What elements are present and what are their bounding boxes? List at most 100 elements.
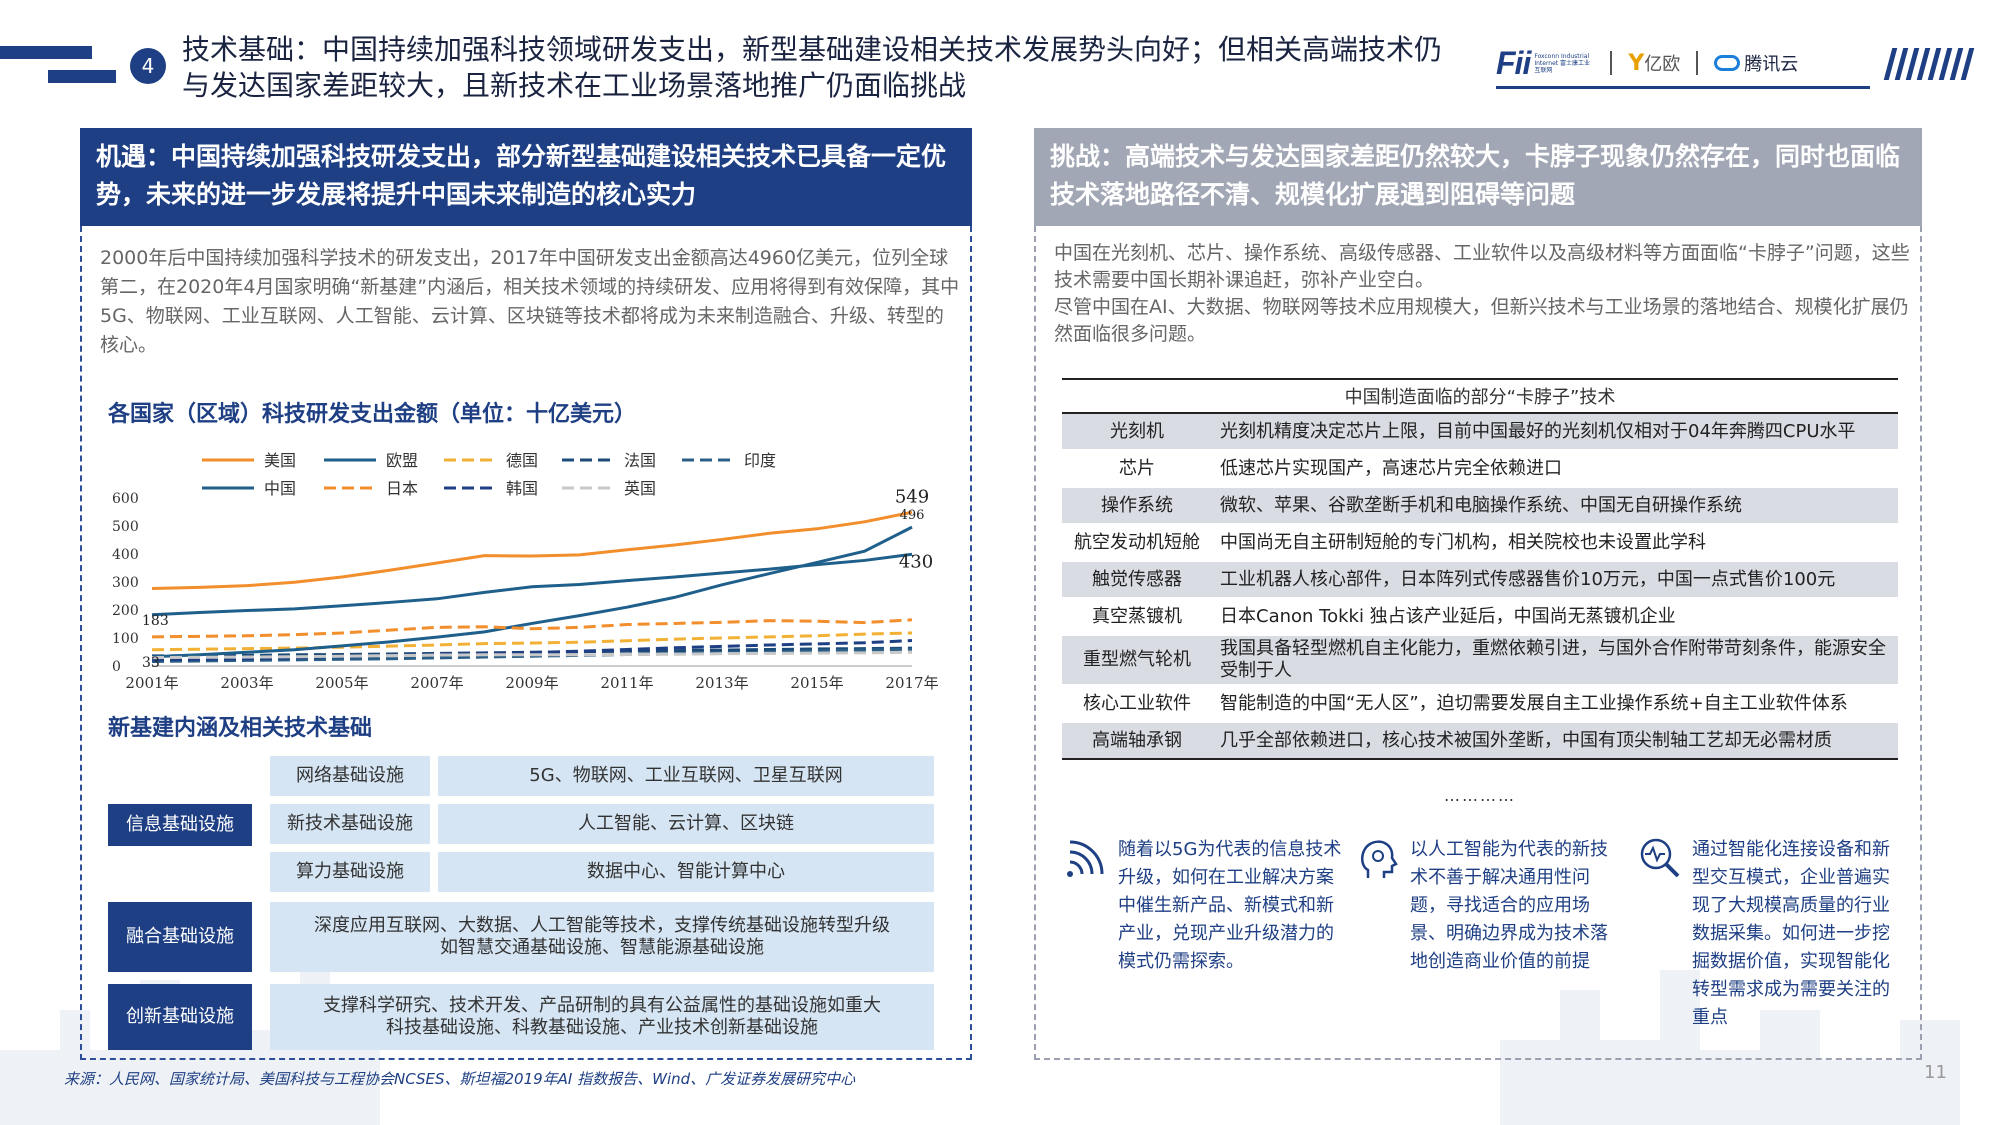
table-row: 触觉传感器 工业机器人核心部件，日本阵列式传感器售价10万元，中国一点式售价100… xyxy=(1062,561,1898,599)
infra-title: 新基建内涵及相关技术基础 xyxy=(108,716,373,741)
legend-label: 德国 xyxy=(506,451,538,470)
insight-item: 通过智能化连接设备和新型交互模式，企业普遍实现了大规模高质量的行业数据采集。如何… xyxy=(1636,836,1896,1032)
y-tick-label: 300 xyxy=(112,575,139,591)
infra-item-desc: 数据中心、智能计算中心 xyxy=(438,852,934,892)
legend-label: 美国 xyxy=(264,451,296,470)
yiou-logo-text: 亿欧 xyxy=(1644,54,1681,75)
legend-label: 韩国 xyxy=(506,479,538,498)
x-tick-label: 2015年 xyxy=(790,674,843,692)
series-line xyxy=(151,631,913,652)
x-tick-label: 2013年 xyxy=(695,674,748,692)
tech-desc: 中国尚无自主研制短舱的专门机构，相关院校也未设置此学科 xyxy=(1212,524,1898,562)
table-row: 高端轴承钢 几乎全部依赖进口，核心技术被国外垄断，中国有顶尖制轴工艺却无必需材质 xyxy=(1062,722,1898,760)
series-line xyxy=(151,525,913,659)
infra-item-name: 新技术基础设施 xyxy=(270,804,430,844)
y-tick-label: 400 xyxy=(112,547,139,563)
tech-desc: 低速芯片实现国产，高速芯片完全依赖进口 xyxy=(1212,450,1898,488)
tech-desc: 智能制造的中国“无人区”，迫切需要发展自主工业操作系统+自主工业软件体系 xyxy=(1212,685,1898,723)
infra-item-desc: 人工智能、云计算、区块链 xyxy=(438,804,934,844)
table-ellipsis: ………… xyxy=(1444,786,1516,805)
series-line xyxy=(151,618,913,639)
legend-label: 印度 xyxy=(744,451,776,470)
tech-name: 光刻机 xyxy=(1062,413,1212,451)
y-tick-label: 100 xyxy=(112,631,139,647)
table-row: 芯片 低速芯片实现国产，高速芯片完全依赖进口 xyxy=(1062,450,1898,488)
x-tick-label: 2007年 xyxy=(410,674,463,692)
table-row: 航空发动机短舱 中国尚无自主研制短舱的专门机构，相关院校也未设置此学科 xyxy=(1062,524,1898,562)
x-tick-label: 2001年 xyxy=(125,674,178,692)
tech-name: 真空蒸镀机 xyxy=(1062,598,1212,636)
legend-label: 法国 xyxy=(624,451,656,470)
opportunity-panel: 机遇：中国持续加强科技研发支出，部分新型基础建设相关技术已具备一定优势，未来的进… xyxy=(80,128,972,1060)
legend-label: 中国 xyxy=(264,479,296,498)
infra-item-name: 算力基础设施 xyxy=(270,852,430,892)
table-row: 重型燃气轮机 我国具备轻型燃机自主化能力，重燃依赖引进，与国外合作附带苛刻条件，能… xyxy=(1062,635,1898,686)
data-label: 430 xyxy=(899,552,933,573)
opportunity-intro-text: 2000年后中国持续加强科学技术的研发支出，2017年中国研发支出金额高达496… xyxy=(100,247,960,356)
tech-name: 重型燃气轮机 xyxy=(1062,635,1212,686)
challenge-intro-text: 中国在光刻机、芯片、操作系统、高级传感器、工业软件以及高级材料等方面面临“卡脖子… xyxy=(1054,240,1910,348)
data-label: 33 xyxy=(142,655,160,671)
foxconn-logo: Fii Foxconn Industrial Internet 富士康工业互联网 xyxy=(1496,45,1594,82)
y-tick-label: 0 xyxy=(112,659,121,675)
challenge-heading: 挑战：高端技术与发达国家差距仍然较大，卡脖子现象仍然存在，同时也面临技术落地路径… xyxy=(1034,128,1922,226)
decorative-stripes xyxy=(1883,48,1988,80)
x-tick-label: 2009年 xyxy=(505,674,558,692)
x-tick-label: 2005年 xyxy=(315,674,368,692)
tech-name: 航空发动机短舱 xyxy=(1062,524,1212,562)
cloud-icon xyxy=(1714,55,1741,71)
opportunity-heading: 机遇：中国持续加强科技研发支出，部分新型基础建设相关技术已具备一定优势，未来的进… xyxy=(80,128,972,226)
tech-desc: 微软、苹果、谷歌垄断手机和电脑操作系统、中国无自研操作系统 xyxy=(1212,487,1898,525)
series-line xyxy=(151,510,913,590)
infra-category-fusion: 融合基础设施 xyxy=(108,902,252,972)
source-note: 来源：人民网、国家统计局、美国科技与工程协会NCSES、斯坦福2019年AI 指… xyxy=(64,1070,856,1088)
infra-item-name: 网络基础设施 xyxy=(270,756,430,796)
insight-text: 以人工智能为代表的新技术不善于解决通用性问题，寻找适合的应用场景、明确边界成为技… xyxy=(1410,839,1608,972)
data-label: 549 xyxy=(895,486,929,507)
header-accent-bar xyxy=(48,70,116,83)
table-row: 真空蒸镀机 日本Canon Tokki 独占该产业延后，中国尚无蒸镀机企业 xyxy=(1062,598,1898,636)
infra-category-innovation: 创新基础设施 xyxy=(108,984,252,1050)
yiou-logo: Y亿欧 xyxy=(1628,51,1681,76)
challenge-panel: 挑战：高端技术与发达国家差距仍然较大，卡脖子现象仍然存在，同时也面临技术落地路径… xyxy=(1034,128,1922,1060)
section-number-badge: 4 xyxy=(130,48,166,84)
legend-label: 日本 xyxy=(386,479,418,498)
table-row: 操作系统 微软、苹果、谷歌垄断手机和电脑操作系统、中国无自研操作系统 xyxy=(1062,487,1898,525)
y-tick-label: 500 xyxy=(112,519,139,535)
insight-item: 随着以5G为代表的信息技术升级，如何在工业解决方案中催生新产品、新模式和新产业，… xyxy=(1062,836,1342,976)
wireless-signal-icon xyxy=(1067,840,1104,877)
tech-name: 高端轴承钢 xyxy=(1062,722,1212,760)
partner-logos: Fii Foxconn Industrial Internet 富士康工业互联网… xyxy=(1496,40,1870,86)
tech-desc: 光刻机精度决定芯片上限，目前中国最好的光刻机仅相对于04年奔腾四CPU水平 xyxy=(1212,413,1898,451)
tencent-cloud-logo: 腾讯云 xyxy=(1714,50,1798,76)
tech-name: 芯片 xyxy=(1062,450,1212,488)
x-tick-label: 2017年 xyxy=(885,674,938,692)
challenge-body: 中国在光刻机、芯片、操作系统、高级传感器、工业软件以及高级材料等方面面临“卡脖子… xyxy=(1034,226,1922,1060)
series-line xyxy=(151,552,913,617)
data-analysis-icon xyxy=(1640,838,1680,878)
opportunity-body: 2000年后中国持续加强科学技术的研发支出，2017年中国研发支出金额高达496… xyxy=(80,226,972,1060)
series-line xyxy=(151,650,913,660)
legend-label: 英国 xyxy=(624,479,656,498)
tech-desc: 工业机器人核心部件，日本阵列式传感器售价10万元，中国一点式售价100元 xyxy=(1212,561,1898,599)
data-label: 183 xyxy=(142,613,169,629)
city-skyline-background xyxy=(0,960,1960,1125)
tencent-cloud-logo-text: 腾讯云 xyxy=(1744,54,1799,75)
table-row: 核心工业软件 智能制造的中国“无人区”，迫切需要发展自主工业操作系统+自主工业软件… xyxy=(1062,685,1898,723)
infra-innovation-desc: 支撑科学研究、技术开发、产品研制的具有公益属性的基础设施如重大科技基础设施、科教… xyxy=(270,984,934,1050)
header-accent-bar xyxy=(0,46,92,59)
challenge-intro-paragraph: 尽管中国在AI、大数据、物联网等技术应用规模大，但新兴技术与工业场景的落地结合、… xyxy=(1054,296,1909,345)
foxconn-logo-subtitle: Foxconn Industrial Internet 富士康工业互联网 xyxy=(1534,52,1591,74)
logo-divider xyxy=(1696,51,1699,75)
tech-desc: 日本Canon Tokki 独占该产业延后，中国尚无蒸镀机企业 xyxy=(1212,598,1898,636)
ai-head-icon xyxy=(1361,840,1398,878)
foxconn-logo-mark: Fii xyxy=(1496,44,1531,81)
chokepoint-tech-table: 中国制造面临的部分“卡脖子”技术 光刻机 光刻机精度决定芯片上限，目前中国最好的光… xyxy=(1062,378,1898,760)
infra-category-info: 信息基础设施 xyxy=(108,804,252,846)
tech-name: 核心工业软件 xyxy=(1062,685,1212,723)
table-title: 中国制造面临的部分“卡脖子”技术 xyxy=(1062,378,1898,414)
insight-text: 通过智能化连接设备和新型交互模式，企业普遍实现了大规模高质量的行业数据采集。如何… xyxy=(1692,839,1890,1028)
tech-name: 操作系统 xyxy=(1062,487,1212,525)
tech-name: 触觉传感器 xyxy=(1062,561,1212,599)
